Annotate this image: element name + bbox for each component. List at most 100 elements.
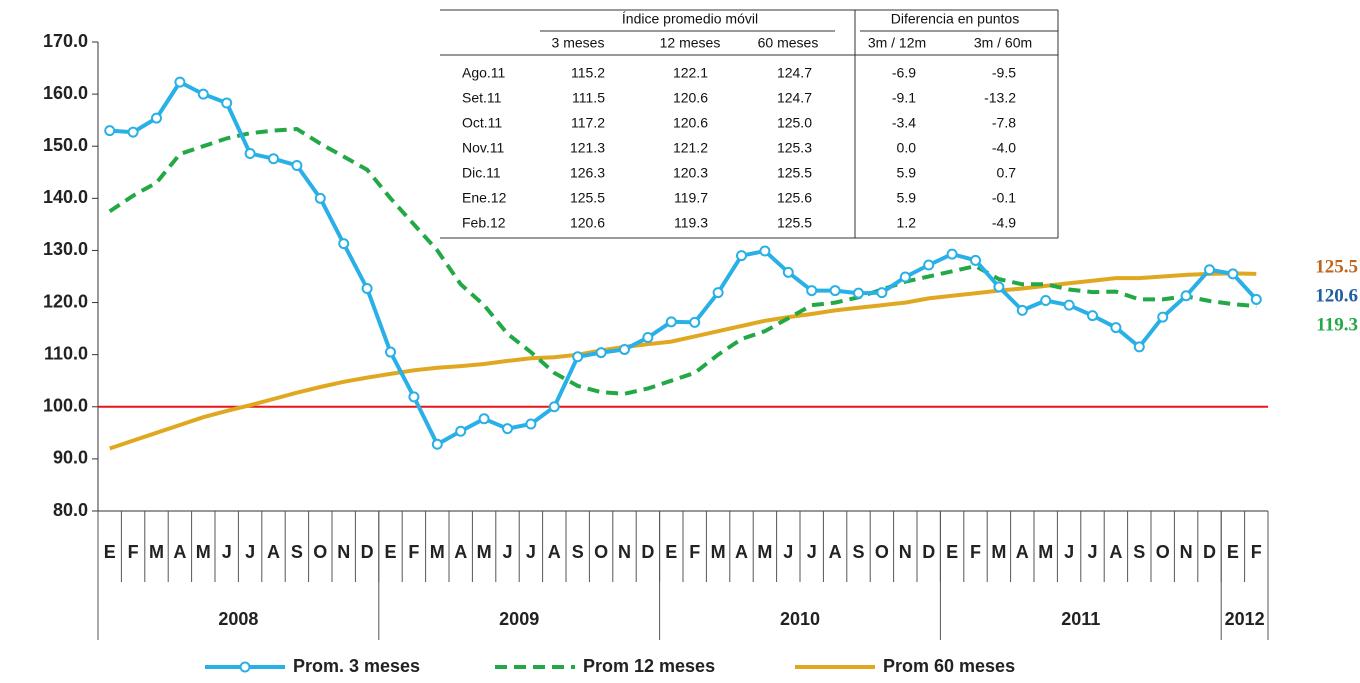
series-marker (1180, 290, 1192, 302)
table-cell: Ene.12 (462, 190, 507, 206)
table-cell: -3.4 (892, 115, 916, 131)
series-marker (244, 148, 256, 160)
table-cell: Nov.11 (462, 140, 504, 156)
x-tick-label: F (128, 542, 139, 562)
series-marker (197, 88, 209, 100)
table-cell: 5.9 (897, 165, 917, 181)
table-cell: 0.0 (897, 140, 917, 156)
series-marker (385, 346, 396, 358)
legend-label: Prom 12 meses (583, 656, 715, 676)
x-tick-label: A (1109, 542, 1122, 562)
series-marker (876, 287, 888, 299)
x-tick-label: S (852, 542, 864, 562)
series-marker (689, 316, 701, 328)
y-tick-label: 140.0 (43, 187, 88, 207)
table-cell: 125.5 (777, 215, 812, 231)
series-marker (221, 97, 233, 109)
table-column-header: 12 meses (660, 35, 721, 51)
series-marker (993, 281, 1005, 293)
x-tick-label: M (196, 542, 211, 562)
x-tick-label: S (291, 542, 303, 562)
table-cell: -9.5 (992, 65, 1016, 81)
table-cell: 121.2 (673, 140, 708, 156)
table-cell: Dic.11 (462, 165, 501, 181)
series-marker (268, 153, 279, 165)
table-cell: -4.9 (992, 215, 1016, 231)
series-marker (478, 413, 490, 425)
x-tick-label: M (477, 542, 492, 562)
series-marker (1040, 294, 1052, 306)
table-cell: 125.5 (570, 190, 605, 206)
legend-label: Prom. 3 meses (293, 656, 420, 676)
x-tick-label: O (1156, 542, 1170, 562)
table-cell: 122.1 (673, 65, 708, 81)
table-cell: 126.3 (570, 165, 605, 181)
table-cell: -13.2 (984, 90, 1016, 106)
series-marker (829, 285, 841, 297)
x-tick-label: M (991, 542, 1006, 562)
series-marker (361, 282, 373, 294)
table-column-header: 3m / 12m (868, 35, 926, 51)
y-tick-label: 130.0 (43, 239, 88, 259)
series-marker (127, 126, 139, 138)
x-tick-label: A (267, 542, 280, 562)
series-marker (923, 259, 935, 271)
table-cell: 1.2 (897, 215, 917, 231)
x-tick-label: E (946, 542, 958, 562)
x-tick-label: M (430, 542, 445, 562)
table-cell: 111.5 (572, 90, 605, 106)
series-marker (1133, 341, 1145, 353)
series-marker (1227, 268, 1239, 280)
y-tick-label: 110.0 (44, 343, 88, 363)
table-group-header: Diferencia en puntos (891, 11, 1019, 27)
x-tick-label: F (689, 542, 700, 562)
table-column-header: 3 meses (552, 35, 605, 51)
series-marker (572, 351, 584, 363)
table-cell: 125.0 (777, 115, 812, 131)
x-tick-label: A (548, 542, 561, 562)
table-cell: 5.9 (897, 190, 917, 206)
year-label: 2009 (499, 609, 539, 629)
x-tick-label: M (711, 542, 726, 562)
table-cell: 125.6 (777, 190, 812, 206)
x-tick-label: J (1064, 542, 1074, 562)
table-cell: 115.2 (571, 65, 605, 81)
x-tick-label: A (173, 542, 186, 562)
table-cell: 125.5 (777, 165, 812, 181)
table-column-header: 3m / 60m (974, 35, 1032, 51)
x-tick-label: A (735, 542, 748, 562)
data-table: Índice promedio móvil Diferencia en punto… (440, 9, 1060, 239)
x-tick-label: F (1251, 542, 1262, 562)
table-cell: Set.11 (462, 90, 502, 106)
x-tick-label: O (875, 542, 889, 562)
x-tick-label: O (594, 542, 608, 562)
x-tick-label: E (384, 542, 396, 562)
table-cell: Ago.11 (462, 65, 506, 81)
table-cell: 124.7 (777, 65, 812, 81)
x-tick-label: D (1203, 542, 1216, 562)
x-tick-label: D (641, 542, 654, 562)
table-cell: 119.7 (674, 190, 708, 206)
table-cell: -9.1 (892, 90, 916, 106)
series-line (108, 126, 1257, 396)
series-marker (619, 343, 630, 355)
x-tick-label: N (618, 542, 631, 562)
table-column-header: 60 meses (758, 35, 819, 51)
x-tick-label: S (572, 542, 584, 562)
table-cell: 0.7 (997, 165, 1017, 181)
year-label: 2008 (218, 609, 258, 629)
table-cell: 117.2 (571, 115, 605, 131)
legend-marker (239, 661, 251, 673)
x-tick-label: E (1227, 542, 1239, 562)
x-tick-label: F (970, 542, 981, 562)
series-line (109, 271, 1257, 451)
x-tick-label: F (408, 542, 419, 562)
x-tick-label: J (245, 542, 255, 562)
series-marker (712, 287, 724, 299)
year-label: 2011 (1061, 609, 1100, 629)
series-marker (1204, 264, 1215, 276)
series-marker (806, 285, 818, 297)
table-cell: 119.3 (674, 215, 708, 231)
x-tick-label: S (1133, 542, 1145, 562)
end-label: 125.5 (1315, 256, 1358, 277)
